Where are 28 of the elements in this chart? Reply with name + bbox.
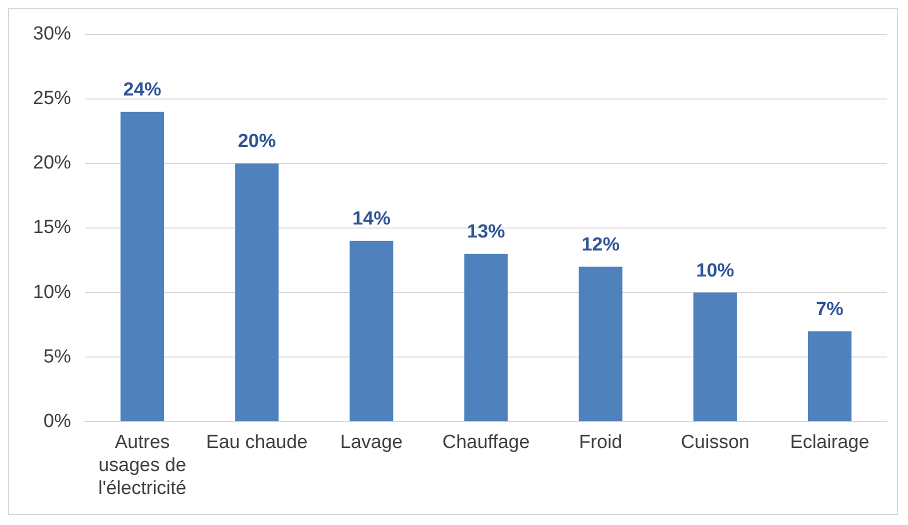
bar: [693, 292, 737, 422]
bar: [578, 266, 622, 422]
x-tick-label: Eau chaude: [206, 432, 308, 454]
x-tick-label: Froid: [578, 432, 622, 454]
bar: [808, 331, 852, 422]
x-tick-label: Cuisson: [680, 432, 750, 454]
bar: [120, 112, 164, 422]
bar: [464, 254, 508, 422]
data-label: 12%: [582, 234, 620, 256]
y-tick-label: 5%: [44, 346, 72, 368]
y-tick-label: 20%: [32, 152, 72, 174]
data-label: 13%: [467, 222, 506, 243]
data-label: 24%: [123, 80, 162, 101]
x-tick-label: Eclairage: [790, 432, 870, 454]
y-tick-label: 15%: [32, 217, 72, 238]
y-tick-label: 30%: [32, 24, 72, 45]
bar: [235, 163, 279, 422]
y-tick-label: 10%: [32, 282, 72, 303]
data-label: 7%: [816, 298, 844, 320]
x-tick-label: Autres usages de l'électricité: [98, 432, 186, 499]
x-tick-label: Chauffage: [442, 432, 530, 454]
y-tick-label: 25%: [32, 88, 72, 110]
y-tick-label: 0%: [44, 410, 72, 432]
data-label: 14%: [352, 208, 391, 230]
data-label: 10%: [696, 260, 734, 282]
data-label: 20%: [238, 131, 276, 152]
x-tick-label: Lavage: [340, 432, 403, 454]
bar: [350, 240, 394, 422]
